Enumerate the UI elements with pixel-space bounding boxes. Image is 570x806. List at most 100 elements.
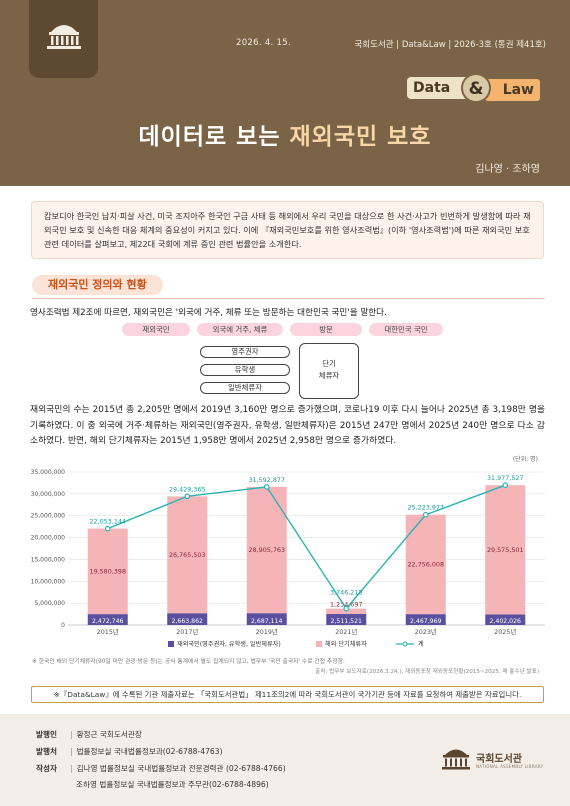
- bar-resident: [405, 614, 446, 625]
- legend-label-resident: 재외국민(영주권자, 유학생, 일반체류자): [177, 640, 281, 648]
- bar-resident: [167, 613, 208, 625]
- issuer-label: 발행처: [36, 747, 57, 756]
- total-line: [107, 484, 506, 610]
- footer-issuer: 발행처 | 법률정보실 국내법률정보과(02-6788-4763): [36, 747, 223, 756]
- data-notice: ※『Data&Law』에 수록된 기관 제출자료는 「국회도서관법」 제11조의…: [31, 686, 544, 703]
- library-logo-tab: [29, 0, 98, 78]
- footer-writer: 작성자 | 김나영 법률정보실 국내법률정보과 전문경력관 (02-6788-476…: [36, 764, 286, 773]
- writer-value-1: 김나영 법률정보실 국내법률정보과 전문경력관 (02-6788-4766): [76, 764, 286, 773]
- resident-pill: 유학생: [200, 364, 290, 376]
- bar-resident: [246, 613, 287, 625]
- definition-text: 영사조력법 제2조에 따르면, 재외국민은 '외국에 거주, 체류 또는 방문하…: [30, 308, 387, 318]
- x-tick-label: 2019년: [256, 627, 278, 636]
- total-point: [343, 605, 350, 612]
- issuer-value: 법률정보실 국내법률정보과(02-6788-4763): [76, 747, 223, 756]
- data-label-total: 29,429,365: [169, 485, 206, 493]
- definition-pill: 대한민국 국민: [369, 323, 443, 336]
- chart-note: ※ 한국인 해외 단기체류자(90일 미만 관광·방문 등)는 공식 통계에서 …: [32, 659, 345, 665]
- x-tick-label: 2021년: [335, 627, 357, 636]
- summary-box: 캄보디아 한국인 납치·피살 사건, 미국 조지아주 한국인 구금 사태 등 해…: [31, 201, 544, 259]
- bar-short-stay: [167, 496, 208, 614]
- page-title: 데이터로 보는 재외국민 보호: [0, 117, 570, 151]
- footer-writer-2: 조하영 법률정보실 국내법률정보과 주무관(02-6788-4896): [76, 780, 269, 789]
- data-label-total: 3,746,218: [330, 589, 363, 597]
- short-stay-label: 체류자: [318, 371, 340, 380]
- data-label-total: 31,977,527: [487, 474, 524, 482]
- authors: 김나영 · 조하영: [475, 164, 540, 175]
- data-label-short-stay: 19,580,398: [89, 567, 126, 575]
- legend-swatch-short-stay: [316, 641, 322, 647]
- badge-amp: &: [461, 73, 491, 103]
- x-tick-label: 2025년: [494, 627, 516, 636]
- y-tick-label: 15,000,000: [31, 556, 66, 563]
- chart-unit: (단위: 명): [512, 456, 538, 463]
- resident-pill: 일반체류자: [200, 382, 290, 394]
- bar-short-stay: [87, 528, 128, 615]
- library-logo-icon: [442, 749, 470, 770]
- y-tick-label: 10,000,000: [31, 578, 66, 585]
- data-label-short-stay: 26,765,503: [169, 551, 206, 559]
- bar-resident: [87, 614, 128, 625]
- section-title: 재외국민 정의와 현황: [32, 275, 163, 295]
- data-label-total: 22,053,144: [89, 518, 126, 526]
- data-label-resident: 2,467,969: [410, 618, 442, 625]
- total-point: [422, 511, 429, 518]
- badge-data: Data: [407, 77, 473, 99]
- legend-label-total: 계: [418, 640, 424, 648]
- publisher-value: 황정근 국회도서관장: [76, 730, 142, 739]
- publication-info: 국회도서관 | Data&Law | 2026-3호 (통권 제41호): [354, 40, 546, 50]
- data-label-short-stay: 1,234,697: [330, 601, 363, 609]
- footer: [0, 714, 570, 806]
- bar-resident: [485, 614, 526, 625]
- short-stay-label: 단기: [322, 359, 336, 368]
- total-point: [502, 482, 509, 489]
- data-label-resident: 2,663,862: [172, 618, 204, 625]
- short-stay-box: 단기 체류자: [299, 343, 359, 399]
- data-label-resident: 2,472,746: [92, 618, 124, 625]
- body-paragraph: 재외국민의 수는 2015년 총 2,205만 명에서 2019년 3,160만…: [30, 405, 545, 447]
- y-tick-label: 25,000,000: [31, 513, 66, 520]
- x-tick-label: 2015년: [97, 627, 119, 636]
- header-banner: 2026. 4. 15. 국회도서관 | Data&Law | 2026-3호 …: [0, 0, 570, 186]
- chart-source: 출처: 법무부 보도자료(2026.3.24.), 재외동포청 재외동포현황(2…: [315, 669, 539, 675]
- badge-law: Law: [485, 79, 540, 101]
- y-tick-label: 20,000,000: [31, 535, 66, 542]
- footer-logo-sub: NATIONAL ASSEMBLY LIBRARY: [476, 764, 544, 769]
- legend-point-total: [402, 641, 408, 647]
- data-label-resident: 2,402,026: [490, 618, 522, 625]
- data-label-total: 25,223,977: [407, 504, 444, 512]
- y-tick-label: 5,000,000: [34, 600, 65, 607]
- total-point: [184, 493, 191, 500]
- writer-label: 작성자: [36, 764, 57, 773]
- data-label-short-stay: 28,905,763: [248, 546, 285, 554]
- population-chart: 0 5,000,000 10,000,000 15,000,000 20,000,000…: [31, 469, 545, 648]
- assembly-building-icon: [47, 25, 81, 49]
- data-label-total: 31,592,877: [248, 476, 285, 484]
- data-label-resident: 2,687,114: [251, 618, 283, 625]
- section-divider: [32, 298, 545, 299]
- legend-swatch-resident: [168, 641, 174, 647]
- total-point: [263, 484, 270, 490]
- total-point: [104, 525, 111, 532]
- publisher-label: 발행인: [36, 730, 57, 739]
- resident-pill: 영주권자: [200, 346, 290, 358]
- data-label-short-stay: 29,575,501: [487, 546, 524, 554]
- bar-resident: [326, 614, 367, 625]
- data-label-short-stay: 22,756,008: [407, 560, 444, 568]
- issue-date: 2026. 4. 15.: [236, 38, 291, 48]
- title-prefix: 데이터로 보는: [138, 124, 290, 150]
- legend-label-short-stay: 해외 단기체류자: [325, 640, 367, 648]
- bar-short-stay: [485, 485, 526, 615]
- footer-publisher: 발행인 | 황정근 국회도서관장: [36, 730, 142, 739]
- data-law-badge: Data Law &: [407, 73, 540, 103]
- definition-pill: 방문: [290, 323, 362, 336]
- definition-pill: 외국에 거주, 체류: [197, 323, 283, 336]
- title-highlight: 재외국민 보호: [289, 124, 432, 150]
- y-tick-label: 0: [61, 622, 65, 629]
- footer-logo-name: 국회도서관: [476, 754, 522, 765]
- data-label-resident: 2,511,521: [331, 618, 363, 625]
- y-tick-label: 35,000,000: [31, 469, 66, 476]
- summary-text: 캄보디아 한국인 납치·피살 사건, 미국 조지아주 한국인 구금 사태 등 해…: [44, 211, 531, 249]
- definition-pill: 재외국민: [122, 323, 190, 336]
- x-tick-label: 2017년: [176, 627, 198, 636]
